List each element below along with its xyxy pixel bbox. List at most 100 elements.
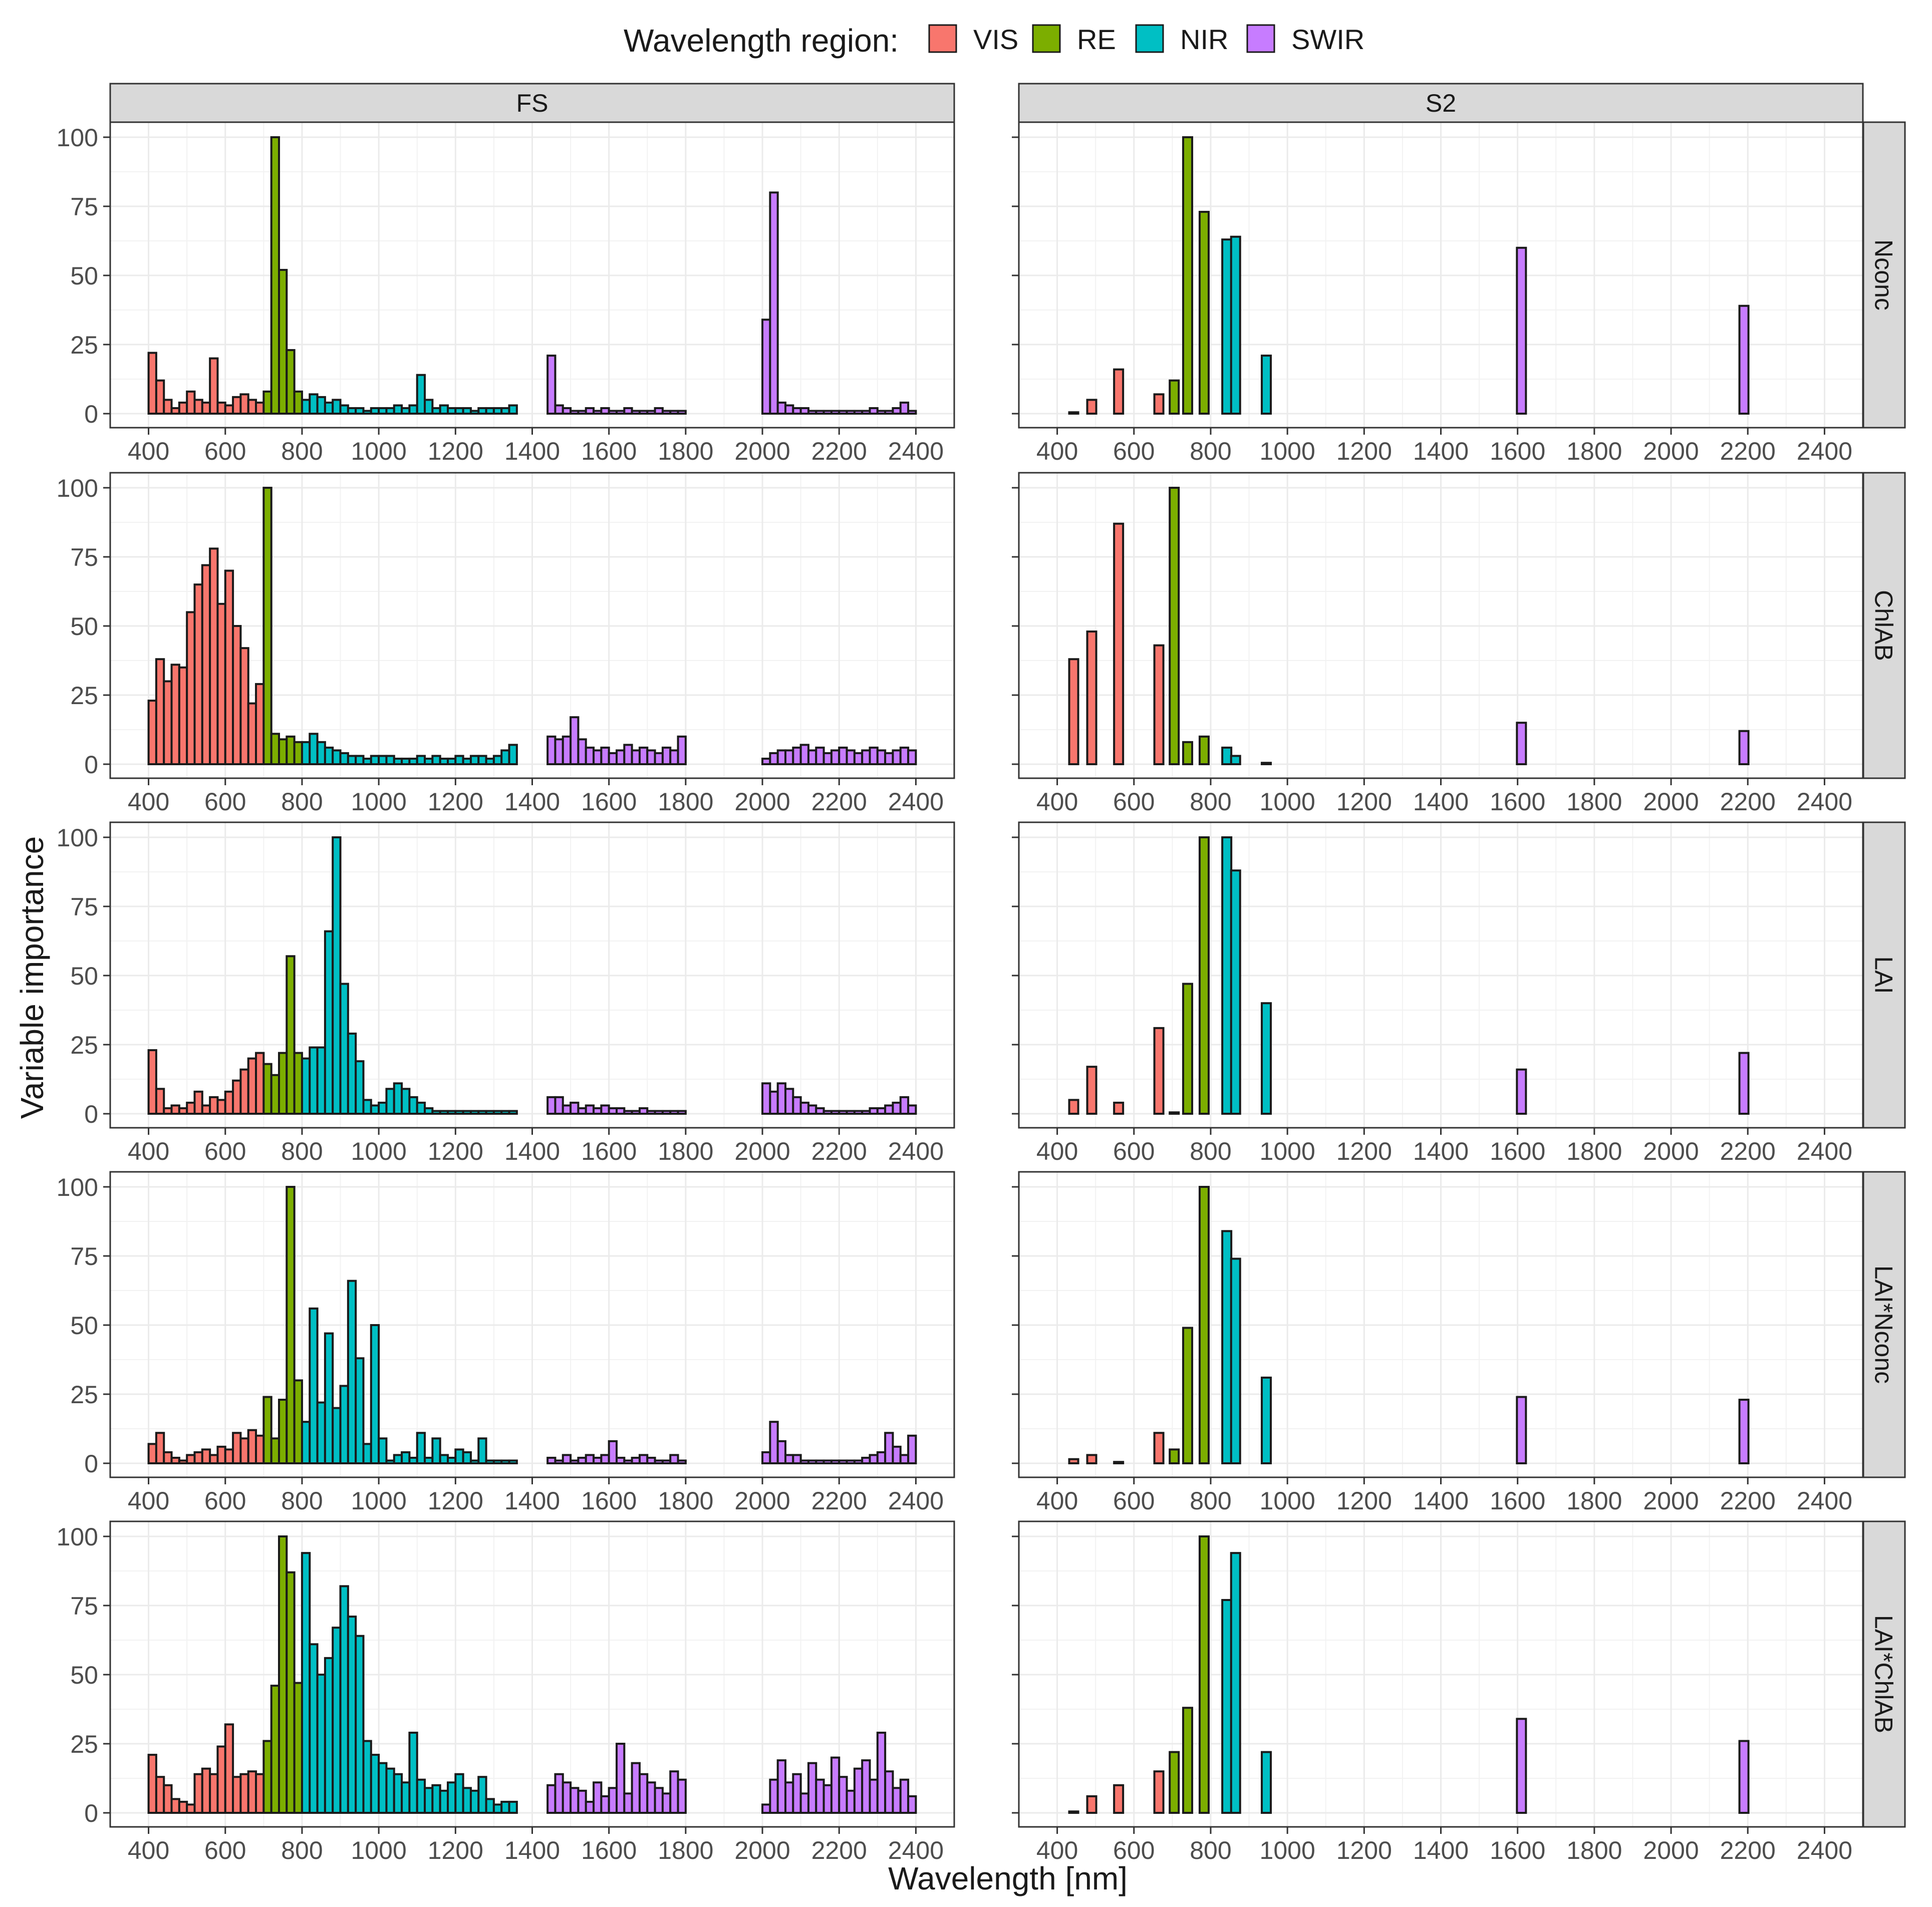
bar-swir [899, 746, 910, 766]
x-tick-label: 1200 [1336, 437, 1392, 465]
bar-swir [853, 1767, 864, 1814]
bar-re [278, 268, 288, 415]
bar-nir [492, 1110, 503, 1115]
bar-swir [616, 749, 626, 766]
y-tick-label: 50 [70, 612, 98, 641]
bar-b3 [1113, 1461, 1125, 1464]
bar-vis [201, 1104, 211, 1115]
bar-swir [807, 410, 817, 415]
x-tick-label: 2400 [888, 437, 944, 465]
x-axis: 400 600 800 1000 1200 1400 1600 1800 2000 2200 240… [1036, 428, 1852, 465]
bar-re [270, 1074, 281, 1115]
bar-nir [431, 1784, 441, 1814]
x-tick-label: 1400 [504, 1487, 560, 1515]
bar-nir [316, 1046, 326, 1115]
panel-fs-lai: 400 600 800 1000 1200 1400 1600 1800 2000 2200 240… [57, 821, 955, 1165]
bar-swir [554, 738, 564, 765]
x-tick-label: 2200 [811, 788, 867, 816]
bar-nir [500, 749, 510, 766]
bar-b7 [1198, 211, 1210, 415]
bar-nir [469, 410, 480, 415]
bar-nir [301, 399, 311, 415]
x-tick-label: 1000 [351, 1487, 407, 1515]
bar-vis [255, 683, 265, 766]
bar-vis [255, 401, 265, 415]
x-tick-label: 600 [1113, 1137, 1155, 1165]
x-tick-label: 2000 [734, 1836, 790, 1864]
bar-nir [355, 1635, 365, 1814]
x-tick-label: 400 [128, 788, 169, 816]
y-tick-label: 0 [84, 400, 98, 428]
y-tick-label: 25 [70, 1031, 98, 1059]
bar-swir [600, 1454, 610, 1464]
bar-swir [846, 1789, 856, 1814]
bar-swir [884, 1770, 894, 1814]
bar-nir [454, 1110, 464, 1115]
bar-swir [907, 1434, 917, 1465]
bar-swir [570, 410, 580, 415]
bar-swir [593, 1781, 603, 1814]
row-strip-nconc: Nconc [1862, 121, 1906, 429]
bar-swir [884, 1432, 894, 1465]
bar-swir [853, 410, 864, 415]
bar-b9 [1261, 762, 1272, 765]
bar-b8 [1221, 1230, 1233, 1465]
bar-swir [593, 1456, 603, 1464]
bar-swir [562, 1104, 572, 1115]
bar-vis [216, 1445, 226, 1464]
bar-swir [646, 749, 656, 766]
bar-vis [155, 1432, 165, 1465]
column-strip-label: S2 [1426, 89, 1456, 117]
bar-b12 [1738, 730, 1750, 766]
bar-vis [155, 379, 165, 415]
x-tick-label: 400 [1036, 1137, 1078, 1165]
bar-nir [309, 393, 319, 415]
bar-vis [147, 1754, 157, 1814]
bar-swir [830, 1110, 841, 1115]
bar-nir [500, 1459, 510, 1464]
bar-swir [884, 410, 894, 415]
bar-nir [378, 407, 388, 415]
y-tick-label: 25 [70, 1730, 98, 1758]
bar-re [262, 1740, 272, 1814]
bar-vis [232, 625, 242, 765]
bar-vis [239, 393, 249, 415]
bar-re [286, 1186, 296, 1464]
legend: Wavelength region: VIS RE NIR SWIR [624, 23, 1364, 59]
x-tick-label: 600 [1113, 437, 1155, 465]
row-strip-background [1862, 472, 1906, 779]
bar-nir [469, 1789, 480, 1814]
x-tick-label: 1800 [658, 1836, 713, 1864]
bar-swir [554, 1459, 564, 1464]
bar-nir [301, 1421, 311, 1464]
bar-swir [899, 401, 910, 415]
bar-swir [907, 1795, 917, 1814]
bar-swir [638, 1773, 649, 1814]
bar-swir [853, 1459, 864, 1464]
bar-re [262, 487, 272, 765]
x-tick-label: 400 [1036, 1487, 1078, 1515]
bar-b3 [1113, 522, 1125, 765]
x-tick-label: 1000 [1260, 437, 1315, 465]
bar-swir [669, 1770, 679, 1814]
bar-b8 [1221, 836, 1233, 1115]
bar-vis [155, 1776, 165, 1814]
x-axis: 400 600 800 1000 1200 1400 1600 1800 2000 2200 240… [1036, 1477, 1852, 1515]
bar-swir [562, 735, 572, 766]
x-tick-label: 400 [1036, 1836, 1078, 1864]
bar-swir [577, 738, 587, 765]
x-tick-label: 2200 [1720, 437, 1776, 465]
bar-nir [347, 1616, 357, 1814]
bar-swir [554, 404, 564, 415]
bar-nir [500, 407, 510, 415]
x-tick-label: 800 [1190, 1137, 1231, 1165]
bar-vis [216, 401, 226, 415]
bar-nir [309, 1307, 319, 1464]
bar-swir [846, 1459, 856, 1464]
y-tick-label: 75 [70, 543, 98, 571]
bar-vis [170, 1104, 180, 1115]
x-tick-label: 1200 [428, 1487, 483, 1515]
bar-swir [608, 1787, 618, 1814]
bar-nir [332, 399, 342, 415]
